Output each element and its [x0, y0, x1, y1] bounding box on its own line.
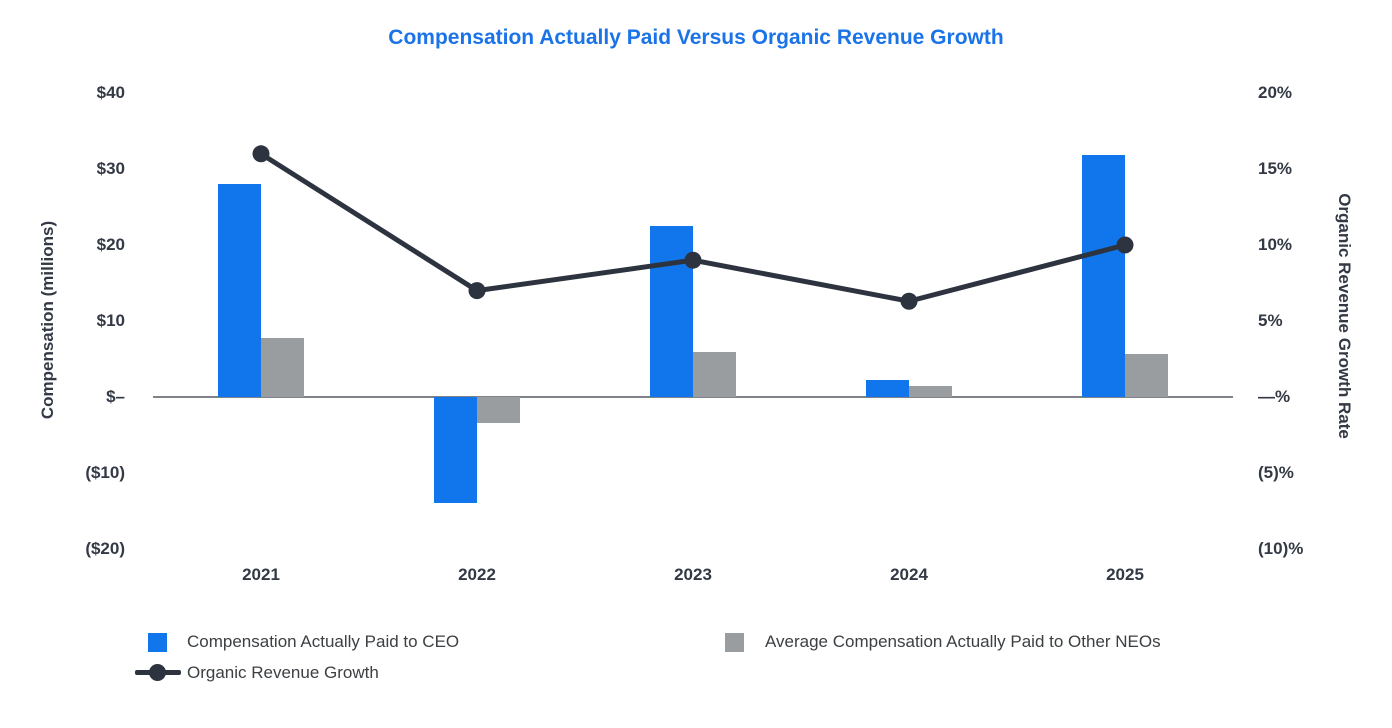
- right-tick-label: (5)%: [1258, 463, 1294, 482]
- right-tick-label: 5%: [1258, 311, 1283, 330]
- x-axis-label-2023: 2023: [674, 565, 712, 584]
- bar-neos-2022: [477, 397, 520, 423]
- bar-ceo-2022: [434, 397, 477, 503]
- right-tick-label: 15%: [1258, 159, 1293, 178]
- x-axis-label-2022: 2022: [458, 565, 496, 584]
- bar-ceo-2023: [650, 226, 693, 397]
- growth-point-2021: [252, 145, 270, 163]
- left-tick-label: $20: [96, 235, 125, 254]
- growth-point-2025: [1116, 236, 1134, 254]
- bar-ceo-2024: [866, 380, 909, 397]
- chart-title: Compensation Actually Paid Versus Organi…: [388, 26, 1004, 49]
- growth-point-2023: [684, 251, 702, 269]
- bar-ceo-2025: [1082, 155, 1125, 397]
- zero-axis-line: [153, 396, 1233, 398]
- legend-label-ceo: Compensation Actually Paid to CEO: [187, 632, 460, 651]
- right-tick-label: —%: [1258, 387, 1291, 406]
- growth-point-2024: [900, 292, 918, 310]
- legend-label-growth: Organic Revenue Growth: [187, 663, 379, 682]
- line-dot-icon: [149, 664, 166, 681]
- legend-swatch-neos: [725, 633, 744, 652]
- x-axis-label-2024: 2024: [890, 565, 928, 584]
- right-tick-label: 10%: [1258, 235, 1293, 254]
- right-axis-title: Organic Revenue Growth Rate: [1335, 193, 1354, 439]
- left-tick-label: ($20): [85, 539, 125, 558]
- bar-neos-2023: [693, 352, 736, 397]
- right-tick-label: 20%: [1258, 83, 1293, 102]
- bar-neos-2025: [1125, 354, 1168, 397]
- growth-point-2022: [468, 282, 486, 300]
- legend-line-marker-icon: [135, 664, 181, 681]
- bar-ceo-2021: [218, 184, 261, 397]
- legend-label-neos: Average Compensation Actually Paid to Ot…: [765, 632, 1161, 651]
- left-tick-label: $10: [96, 311, 125, 330]
- growth-line-layer: [252, 145, 1134, 310]
- left-tick-label: ($10): [85, 463, 125, 482]
- right-tick-label: (10)%: [1258, 539, 1304, 558]
- plot-area: [153, 93, 1233, 549]
- x-axis-label-2025: 2025: [1106, 565, 1144, 584]
- left-tick-label: $–: [106, 387, 125, 406]
- growth-line: [259, 151, 1126, 304]
- left-tick-label: $30: [96, 159, 125, 178]
- legend-swatch-ceo: [148, 633, 167, 652]
- left-tick-label: $40: [96, 83, 125, 102]
- bar-neos-2024: [909, 386, 952, 397]
- bar-neos-2021: [261, 338, 304, 397]
- x-axis-label-2021: 2021: [242, 565, 280, 584]
